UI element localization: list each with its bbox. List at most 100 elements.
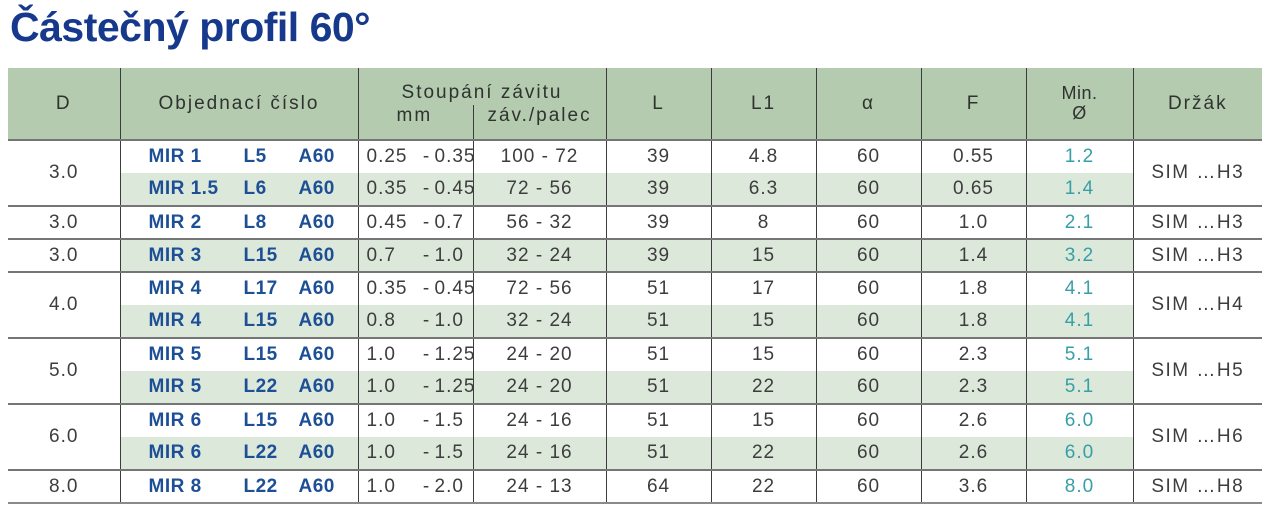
pitch-mm-to: 1.5	[434, 410, 464, 431]
code-profile: A60	[298, 178, 335, 199]
code-name: MIR 1	[148, 146, 202, 167]
pitch-tpi-cell: 72 - 56	[472, 173, 607, 206]
alpha-cell: 60	[815, 238, 922, 272]
pitch-mm-to: 1.0	[434, 244, 464, 266]
pitch-mm-cell: 0.7 -1.0	[357, 238, 473, 272]
code-length: L15	[243, 344, 278, 365]
pitch-tpi-cell: 100 - 72	[472, 140, 607, 173]
l1-cell: 22	[710, 371, 817, 404]
holder-cell: SIM …H6	[1132, 403, 1263, 470]
holder-cell: SIM …H3	[1132, 238, 1263, 272]
d-cell: 6.0	[8, 403, 120, 470]
alpha-cell: 60	[815, 305, 922, 338]
min-diameter-cell: 4.1	[1025, 305, 1134, 338]
pitch-mm-dash: -	[422, 376, 431, 397]
col-header-alpha: α	[815, 68, 922, 141]
holder-cell: SIM …H3	[1132, 140, 1263, 206]
table-row: 3.0 MIR 2 L8 A60 0.45-0.7 56 - 32 39 8 60 1.0 2.1 S…	[8, 205, 1263, 239]
alpha-cell: 60	[815, 337, 922, 371]
pitch-mm-to: 0.7	[434, 211, 464, 233]
pitch-mm-to: 0.45	[434, 278, 476, 299]
alpha-cell: 60	[815, 403, 922, 437]
page-title: Částečný profil 60°	[10, 4, 371, 50]
pitch-mm-from: 0.8	[366, 310, 396, 331]
pitch-mm-cell: 0.25-0.35	[357, 140, 476, 173]
f-cell: 2.6	[920, 437, 1027, 470]
l-cell: 51	[605, 371, 712, 404]
code-profile: A60	[298, 475, 335, 497]
order-code-cell: MIR 4 L15 A60	[119, 305, 358, 338]
order-code-cell: MIR 1 L5 A60	[119, 140, 358, 173]
min-diameter-cell: 8.0	[1025, 469, 1134, 503]
table-row: 4.0 MIR 4 L17 A60 0.35-0.45 72 - 56 51 17 60 1.8 4…	[8, 271, 1263, 338]
code-profile: A60	[298, 410, 335, 431]
table-row: 3.0 MIR 3 L15 A60 0.7 -1.0 32 - 24 39 15 60 1.4 3.2…	[8, 238, 1263, 272]
holder-cell: SIM …H3	[1132, 205, 1263, 239]
order-code-cell: MIR 8 L22 A60	[119, 469, 358, 503]
pitch-mm-dash: -	[422, 278, 431, 299]
l1-cell: 6.3	[710, 173, 817, 206]
col-header-pitch-mm: mm	[357, 105, 473, 141]
code-length: L22	[243, 475, 278, 497]
code-name: MIR 1.5	[148, 178, 219, 199]
pitch-mm-dash: -	[422, 410, 431, 431]
l-cell: 64	[605, 469, 712, 503]
code-length: L15	[243, 410, 278, 431]
f-cell: 0.55	[920, 140, 1027, 173]
diameter-symbol: Ø	[1072, 102, 1087, 123]
l-cell: 39	[605, 140, 712, 173]
l-cell: 51	[605, 305, 712, 338]
l-cell: 51	[605, 271, 712, 305]
code-profile: A60	[298, 310, 335, 331]
code-name: MIR 6	[148, 410, 202, 431]
table-row: 3.0 MIR 1 L5 A60 0.25-0.35 100 - 72 39 4.8 60 0.5…	[8, 140, 1263, 206]
order-code-cell: MIR 5 L15 A60	[119, 337, 358, 371]
min-diameter-cell: 5.1	[1025, 371, 1134, 404]
table-header: D Objednací číslo Stoupání závitu L L1 α…	[8, 68, 1263, 141]
min-diameter-cell: 3.2	[1025, 238, 1134, 272]
alpha-cell: 60	[815, 437, 922, 470]
pitch-tpi-cell: 24 - 16	[472, 403, 607, 437]
pitch-mm-from: 1.0	[366, 376, 396, 397]
code-profile: A60	[298, 442, 335, 463]
d-cell: 4.0	[8, 271, 120, 338]
catalog-table: D Objednací číslo Stoupání závitu L L1 α…	[8, 68, 1263, 504]
code-name: MIR 8	[148, 475, 202, 497]
pitch-mm-from: 1.0	[366, 344, 396, 365]
table-row: MIR 4 L15 A60 0.8 -1.0 32 - 24 51 15 60 1.8 4.1	[8, 305, 1262, 338]
d-cell: 8.0	[8, 469, 120, 503]
holder-cell: SIM …H5	[1132, 337, 1263, 404]
code-name: MIR 4	[148, 278, 202, 299]
pitch-mm-cell: 0.35-0.45	[357, 173, 474, 206]
d-cell: 5.0	[8, 337, 120, 404]
alpha-cell: 60	[815, 205, 922, 239]
l-cell: 39	[605, 173, 712, 206]
pitch-mm-from: 0.25	[366, 146, 408, 167]
pitch-mm-from: 0.35	[366, 278, 408, 299]
f-cell: 1.8	[920, 305, 1027, 338]
pitch-mm-from: 1.0	[366, 410, 396, 431]
table-row: 6.0 MIR 6 L15 A60 1.0-1.5 24 - 16 51 15 60 2.6 6.0…	[8, 403, 1263, 470]
order-code-cell: MIR 1.5 L6 A60	[119, 173, 358, 206]
l1-cell: 17	[710, 271, 817, 305]
l1-cell: 15	[710, 403, 817, 437]
holder-cell: SIM …H8	[1132, 469, 1263, 503]
pitch-mm-from: 0.35	[366, 178, 408, 199]
pitch-mm-dash: -	[422, 178, 431, 199]
code-profile: A60	[298, 244, 335, 266]
code-length: L8	[243, 211, 267, 233]
order-code-cell: MIR 3 L15 A60	[119, 238, 358, 272]
d-cell: 3.0	[8, 140, 120, 206]
pitch-tpi-cell: 56 - 32	[472, 205, 607, 239]
pitch-mm-cell: 1.0 -2.0	[357, 469, 473, 503]
pitch-tpi-cell: 32 - 24	[472, 305, 607, 338]
l1-cell: 22	[710, 469, 817, 503]
f-cell: 2.6	[920, 403, 1027, 437]
code-length: L17	[243, 278, 278, 299]
min-diameter-cell: 1.2	[1025, 140, 1134, 173]
order-code-cell: MIR 4 L17 A60	[119, 271, 358, 305]
pitch-mm-to: 0.35	[434, 146, 476, 167]
pitch-mm-dash: -	[422, 146, 431, 167]
pitch-tpi-cell: 24 - 13	[472, 469, 607, 503]
pitch-mm-cell: 0.35-0.45	[357, 271, 476, 305]
